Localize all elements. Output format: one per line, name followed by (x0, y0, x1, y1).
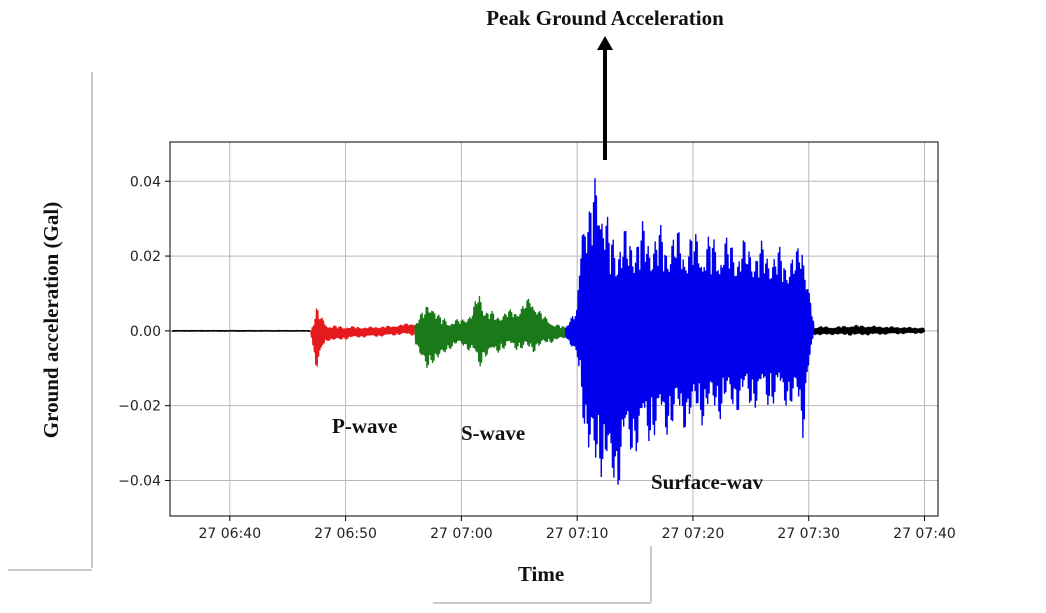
y-tick-label: 0.02 (130, 249, 161, 265)
x-tick-label: 27 06:40 (199, 526, 262, 542)
y-tick-label: −0.02 (118, 399, 161, 415)
y-axis-ticks: 0.04 0.02 0.00 −0.02 −0.04 (118, 174, 170, 489)
chart-title: Peak Ground Acceleration (486, 6, 724, 30)
y-tick-label: 0.00 (130, 324, 161, 340)
x-axis-label: Time (518, 562, 564, 586)
surface-wave-label: Surface-wav (651, 470, 763, 494)
x-tick-label: 27 07:40 (893, 526, 956, 542)
waveform-series-4 (813, 324, 926, 336)
peak-arrow (597, 36, 613, 160)
p-wave-label: P-wave (332, 414, 397, 438)
x-tick-label: 27 07:20 (662, 526, 725, 542)
s-wave-label: S-wave (461, 421, 525, 445)
waveform-traces (171, 178, 926, 485)
x-tick-label: 27 07:30 (777, 526, 840, 542)
waveform-series-1 (310, 308, 416, 367)
plot-frame (169, 141, 939, 517)
x-tick-label: 27 07:10 (546, 526, 609, 542)
x-tick-label: 27 06:50 (314, 526, 377, 542)
waveform-series-2 (414, 295, 567, 369)
waveform-series-0 (171, 329, 311, 332)
waveform-series-3 (564, 178, 815, 485)
y-axis-label: Ground acceleration (Gal) (39, 202, 63, 438)
y-tick-label: 0.04 (130, 174, 161, 190)
frame-lines (8, 72, 652, 604)
x-axis-ticks: 27 06:40 27 06:50 27 07:00 27 07:10 27 07:20… (199, 516, 956, 542)
peak-arrow-head (597, 36, 613, 50)
y-tick-label: −0.04 (118, 473, 161, 489)
x-tick-label: 27 07:00 (430, 526, 493, 542)
